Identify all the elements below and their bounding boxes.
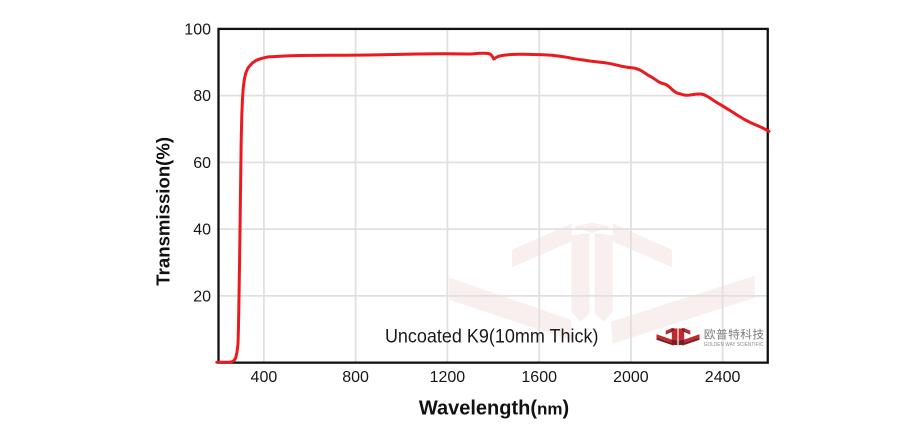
svg-text:Uncoated K9(10mm Thick): Uncoated K9(10mm Thick) xyxy=(385,326,599,348)
svg-text:Transmission(%): Transmission(%) xyxy=(153,137,174,286)
svg-text:1600: 1600 xyxy=(521,369,557,386)
svg-text:60: 60 xyxy=(193,155,211,172)
svg-text:800: 800 xyxy=(342,369,369,386)
svg-text:20: 20 xyxy=(193,288,211,305)
svg-text:100: 100 xyxy=(184,21,211,38)
svg-text:1200: 1200 xyxy=(430,369,466,386)
svg-text:80: 80 xyxy=(193,88,211,105)
svg-text:GOLDEN WAY SCIENTIFIC: GOLDEN WAY SCIENTIFIC xyxy=(704,342,764,348)
svg-text:40: 40 xyxy=(193,222,211,239)
svg-text:Wavelength(nm): Wavelength(nm) xyxy=(419,398,569,420)
svg-text:400: 400 xyxy=(251,369,278,386)
svg-text:2000: 2000 xyxy=(613,369,649,386)
svg-text:2400: 2400 xyxy=(705,369,741,386)
